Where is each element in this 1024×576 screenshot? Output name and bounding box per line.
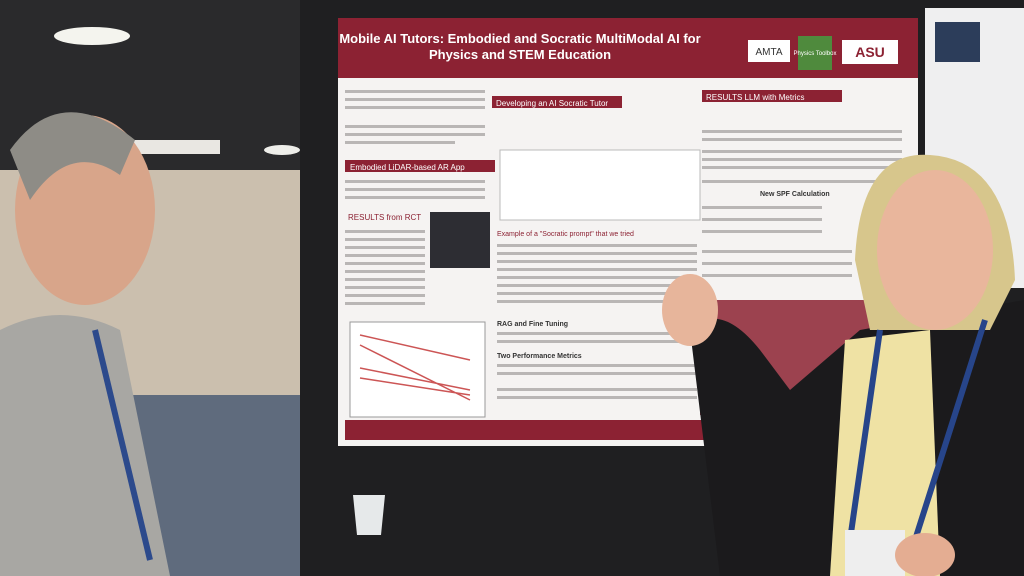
section-heading: Developing an AI Socratic Tutor xyxy=(496,99,608,108)
section-heading: Embodied LiDAR-based AR App xyxy=(350,163,465,172)
poster-figure xyxy=(430,212,490,268)
poster-title: Mobile AI Tutors: Embodied and Socratic … xyxy=(339,31,700,62)
ceiling-light xyxy=(54,27,130,45)
body-text-lines xyxy=(497,244,697,399)
person-hand xyxy=(662,274,718,346)
lanyard xyxy=(847,319,988,541)
body-text-lines xyxy=(345,90,485,305)
section-heading: Example of a "Socratic prompt" that we t… xyxy=(497,231,634,238)
person-shirt xyxy=(0,315,170,576)
ceiling-panel xyxy=(120,140,220,154)
neighbor-logo xyxy=(935,22,980,62)
section-heading: Two Performance Metrics xyxy=(497,353,582,360)
cup xyxy=(353,495,385,535)
section-heading: RESULTS LLM with Metrics xyxy=(706,93,805,102)
graph-lines xyxy=(359,334,471,401)
section-heading: RESULTS from RCT xyxy=(348,213,421,222)
logo-text: AMTA xyxy=(755,47,782,58)
section-header-bar xyxy=(345,160,495,172)
logo-box xyxy=(842,40,898,64)
person-hair xyxy=(10,112,135,200)
section-heading: New SPF Calculation xyxy=(760,191,830,198)
logo-text: Physics Toolbox xyxy=(794,51,837,57)
name-badge xyxy=(845,530,905,576)
logo-box xyxy=(798,36,832,70)
person-hand xyxy=(895,533,955,576)
ceiling-light xyxy=(264,145,300,155)
title-line: Physics and STEM Education xyxy=(429,47,611,62)
section-heading: RAG and Fine Tuning xyxy=(497,321,568,328)
person-blouse xyxy=(830,330,940,576)
logo-box xyxy=(748,40,790,62)
title-line: Mobile AI Tutors: Embodied and Socratic … xyxy=(339,31,700,46)
logo-text: ASU xyxy=(855,44,885,60)
section-header-bar xyxy=(492,96,622,108)
body-text-lines xyxy=(702,130,902,277)
lanyard xyxy=(92,329,153,561)
poster-diagram xyxy=(499,149,701,221)
person-head xyxy=(877,170,993,330)
section-header-bar xyxy=(702,90,842,102)
